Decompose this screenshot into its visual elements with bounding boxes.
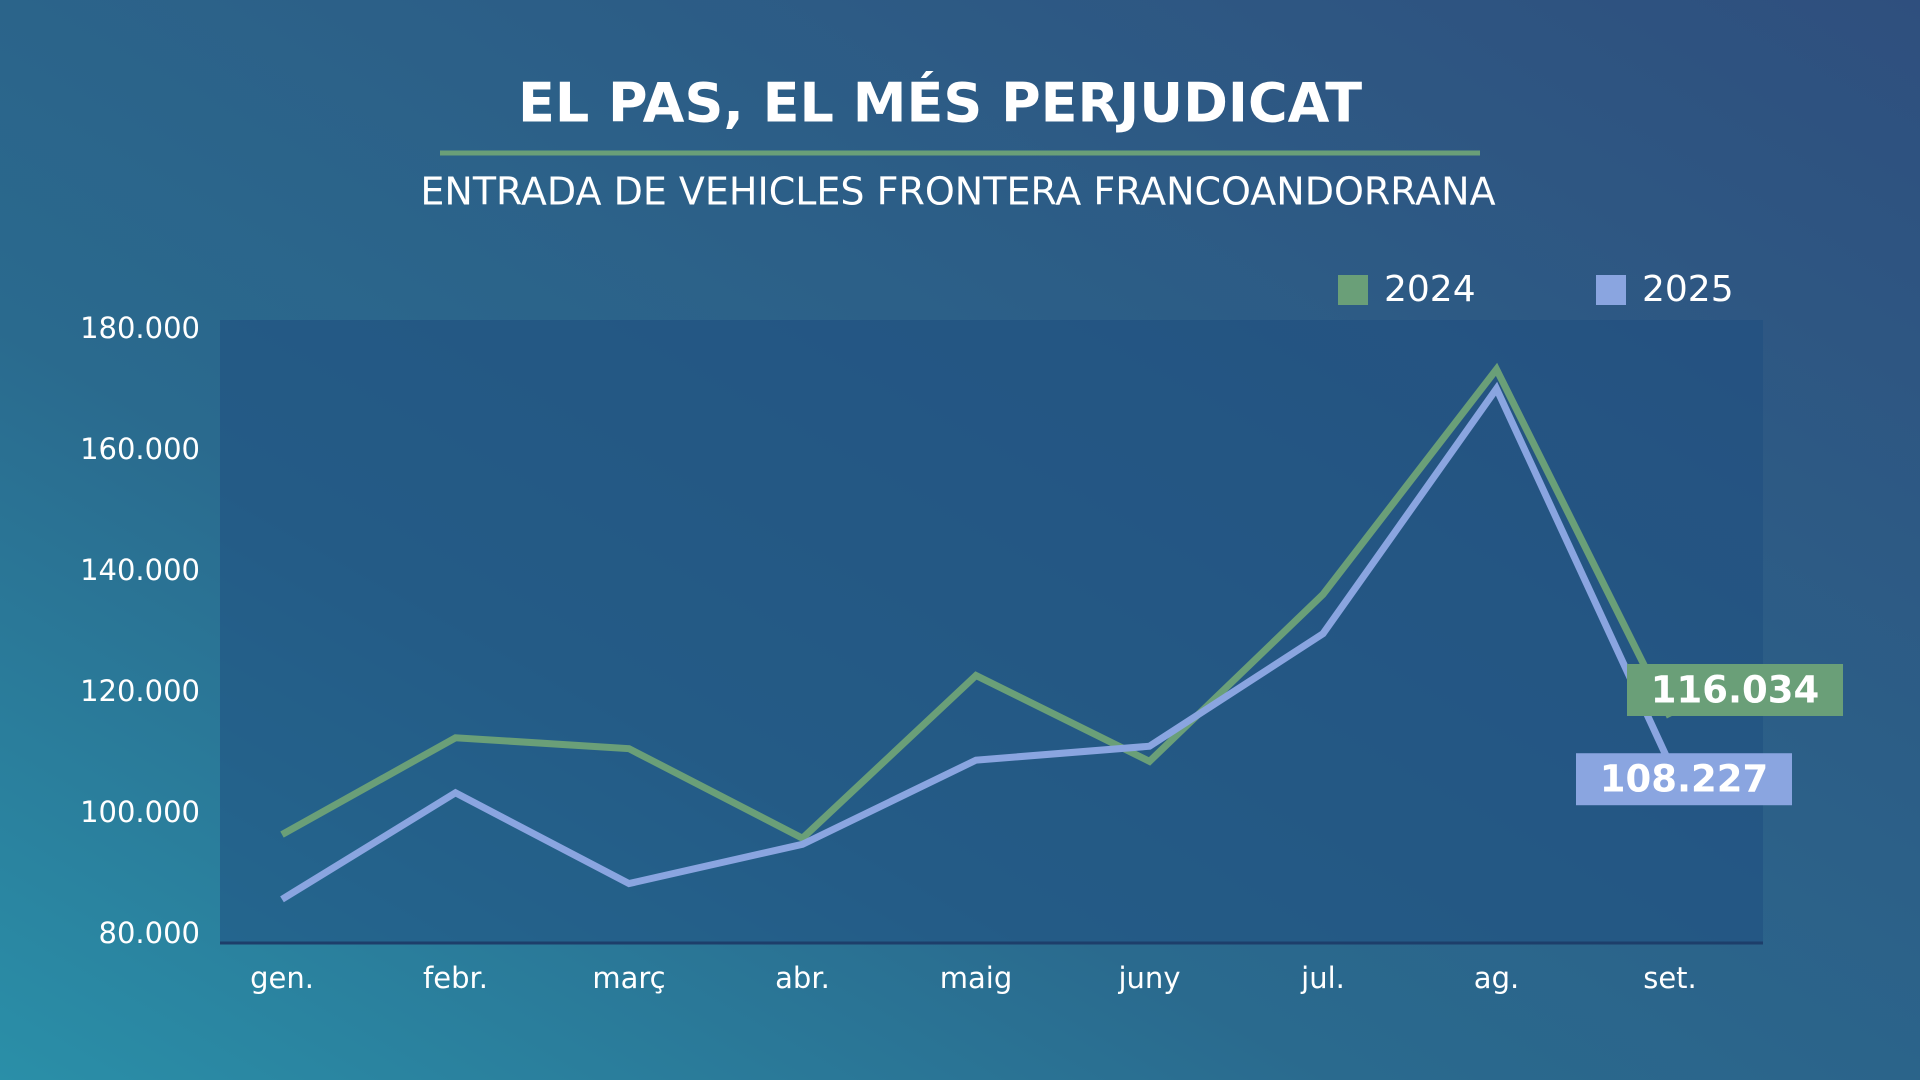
value-label-text: 116.034 [1651, 668, 1820, 711]
legend: 2024 2025 [1338, 269, 1734, 310]
value-label-box [1576, 753, 1792, 806]
y-tick-label: 80.000 [99, 916, 200, 950]
x-tick-label: juny [1118, 961, 1181, 995]
x-tick-label: jul. [1300, 961, 1345, 995]
series-line [280, 381, 1674, 903]
y-tick-label: 100.000 [80, 795, 200, 829]
x-tick-label: març [592, 961, 665, 995]
y-tick-label: 120.000 [80, 674, 200, 708]
legend-label: 2024 [1384, 269, 1476, 310]
value-label: 108.227 [1576, 753, 1792, 806]
x-tick-label: gen. [250, 961, 314, 995]
x-tick-label: febr. [423, 961, 488, 995]
value-label: 116.034 [1627, 663, 1843, 716]
plot-area [220, 320, 1763, 943]
chart-title: EL PAS, EL MÉS PERJUDICAT [518, 72, 1362, 135]
legend-swatch [1338, 275, 1368, 305]
x-tick-label: ag. [1474, 961, 1519, 995]
x-tick-label: abr. [775, 961, 830, 995]
legend-swatch [1596, 275, 1626, 305]
y-tick-label: 160.000 [80, 432, 200, 466]
chart-subtitle: ENTRADA DE VEHICLES FRONTERA FRANCOANDOR… [420, 170, 1495, 214]
value-label-box [1627, 663, 1843, 716]
y-tick-label: 180.000 [80, 311, 200, 345]
legend-label: 2025 [1642, 269, 1734, 310]
x-tick-label: set. [1643, 961, 1697, 995]
series-line [280, 362, 1674, 843]
y-tick-label: 140.000 [80, 553, 200, 587]
x-tick-label: maig [940, 961, 1013, 995]
value-label-text: 108.227 [1600, 758, 1769, 801]
